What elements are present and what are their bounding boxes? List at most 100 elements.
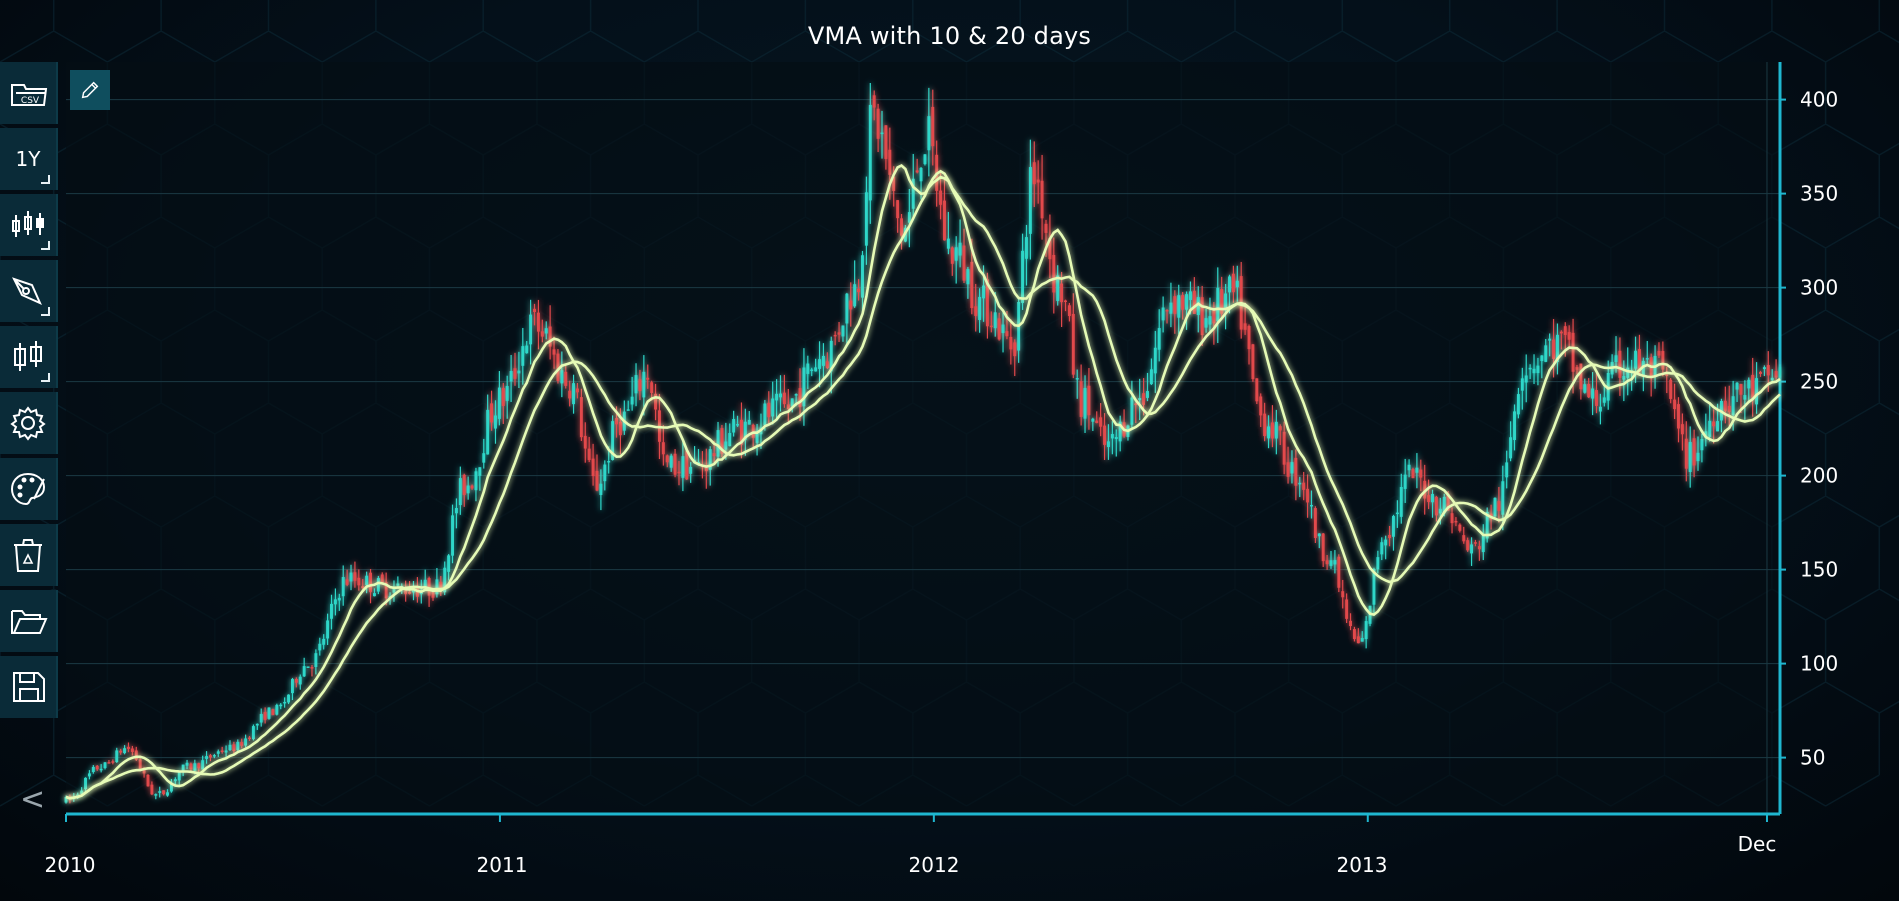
candle-down — [1251, 343, 1255, 382]
candle-down — [1462, 526, 1466, 544]
pen-tool-button[interactable] — [0, 260, 58, 322]
folder-open-button[interactable] — [0, 590, 58, 652]
candle-down — [310, 664, 314, 677]
candles-group — [64, 83, 1782, 804]
candle-down — [1270, 405, 1274, 448]
candle-up — [779, 375, 782, 412]
candle-down — [1388, 525, 1392, 547]
candle-down — [1727, 385, 1731, 427]
candle-down — [1684, 421, 1688, 482]
candle-up — [1091, 417, 1095, 431]
candle-down — [1434, 495, 1438, 522]
candle-down — [646, 364, 650, 389]
candle-up — [1056, 265, 1060, 306]
candle-down — [1165, 309, 1169, 324]
candle-up — [1583, 378, 1587, 394]
candle-down — [95, 765, 99, 771]
candle-up — [775, 379, 779, 419]
candle-down — [849, 282, 853, 327]
candle-down — [583, 422, 587, 463]
candle-up — [259, 708, 263, 727]
candle-up — [1524, 354, 1528, 403]
candle-down — [1263, 402, 1267, 442]
candle-up — [1333, 550, 1337, 574]
gear-button[interactable] — [0, 392, 58, 454]
candle-up — [154, 793, 158, 800]
x-tick-label: Dec — [1738, 832, 1777, 856]
candle-up — [494, 400, 497, 444]
candle-down — [1013, 339, 1017, 377]
candle-up — [91, 765, 95, 774]
candles-button[interactable] — [0, 326, 58, 388]
y-tick-label: 50 — [1800, 746, 1825, 770]
chart-type-button[interactable] — [0, 194, 58, 256]
candle-up — [84, 777, 87, 792]
candle-down — [1079, 364, 1083, 426]
candle-down — [798, 368, 802, 421]
pencil-edit-button[interactable] — [70, 70, 110, 110]
candle-down — [353, 561, 357, 588]
candle-down — [1103, 413, 1107, 460]
candle-up — [853, 260, 857, 308]
candle-up — [267, 707, 271, 720]
candle-up — [927, 87, 931, 177]
candle-down — [576, 383, 579, 399]
candle-up — [1743, 380, 1747, 420]
palette-icon — [10, 472, 46, 506]
save-button[interactable] — [0, 656, 58, 718]
candle-down — [540, 319, 544, 343]
candle-up — [1485, 507, 1489, 543]
candle-down — [271, 708, 275, 716]
candle-down — [130, 745, 134, 756]
candle-up — [1110, 421, 1114, 455]
candle-down — [1067, 303, 1071, 322]
csv-button[interactable]: CSV — [0, 62, 58, 124]
candle-down — [665, 454, 669, 468]
candle-up — [314, 649, 318, 675]
candle-up — [1403, 458, 1407, 503]
candle-up — [236, 739, 240, 752]
candle-up — [228, 740, 232, 752]
candle-up — [451, 504, 454, 564]
candle-down — [950, 246, 954, 276]
recycle-bin-button[interactable] — [0, 524, 58, 586]
palette-button[interactable] — [0, 458, 58, 520]
candle-down — [150, 781, 154, 796]
candle-up — [806, 355, 810, 389]
candle-up — [841, 325, 845, 342]
candle-down — [1559, 330, 1563, 350]
candle-up — [283, 697, 287, 708]
candle-down — [962, 228, 966, 284]
candle-down — [208, 753, 212, 762]
candle-up — [880, 110, 884, 159]
candle-up — [166, 789, 169, 797]
candle-down — [1427, 479, 1431, 510]
collapse-toolbar-button[interactable]: < — [20, 782, 46, 817]
candle-down — [162, 790, 166, 796]
candle-down — [119, 748, 123, 755]
candle-up — [954, 236, 958, 284]
candle-up — [1540, 355, 1544, 379]
candle-up — [810, 367, 814, 377]
candle-down — [989, 311, 993, 333]
candle-down — [1259, 393, 1263, 428]
timeframe-button-button[interactable]: 1Y — [0, 128, 58, 190]
candle-up — [279, 703, 283, 710]
series-line-vma-10 — [65, 163, 1781, 800]
candle-down — [857, 279, 861, 301]
y-tick-label: 150 — [1800, 558, 1838, 582]
candle-up — [1513, 404, 1516, 451]
candle-up — [599, 469, 603, 511]
candle-up — [478, 467, 482, 491]
candle-down — [248, 735, 251, 741]
recycle-bin-icon — [14, 539, 42, 572]
candle-up — [1146, 372, 1149, 402]
candle-up — [1645, 340, 1649, 364]
candle-down — [974, 283, 978, 332]
candle-down — [134, 746, 138, 761]
candle-up — [474, 467, 478, 502]
candle-down — [146, 774, 150, 787]
y-tick-label: 200 — [1800, 464, 1838, 488]
candle-up — [458, 466, 462, 515]
